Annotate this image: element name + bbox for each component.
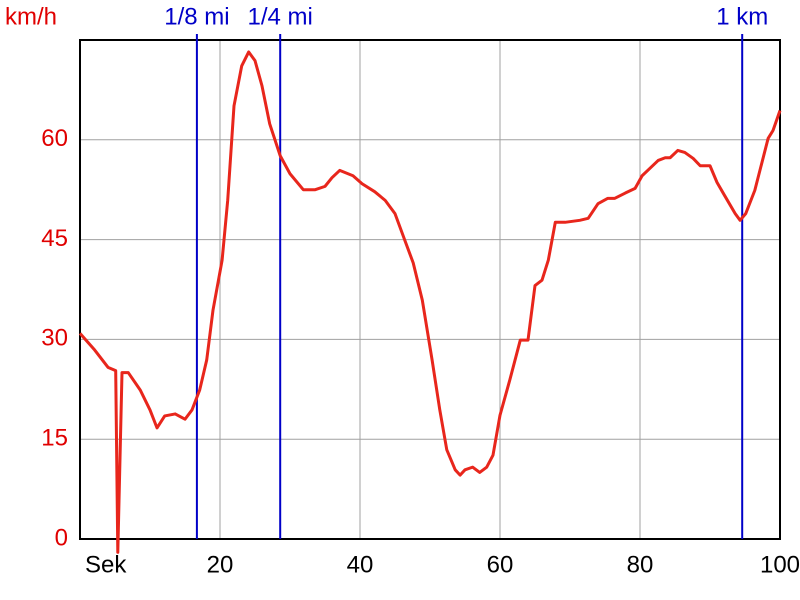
y-tick-label: 0: [55, 524, 68, 551]
marker-label: 1 km: [716, 3, 768, 30]
y-tick-label: 30: [41, 325, 68, 352]
y-tick-label: 45: [41, 225, 68, 252]
y-axis-label: km/h: [5, 3, 57, 30]
x-tick-label: 40: [347, 551, 374, 578]
y-tick-label: 60: [41, 125, 68, 152]
x-tick-label: 60: [487, 551, 514, 578]
plot-frame: [79, 39, 781, 540]
marker-label: 1/4 mi: [248, 3, 313, 30]
marker-label: 1/8 mi: [164, 3, 229, 30]
x-tick-label: 80: [627, 551, 654, 578]
x-tick-label: 100: [760, 551, 800, 578]
speed-line: [78, 50, 782, 554]
x-axis-label: Sek: [85, 551, 127, 578]
x-tick-label: 20: [207, 551, 234, 578]
y-tick-label: 15: [41, 425, 68, 452]
